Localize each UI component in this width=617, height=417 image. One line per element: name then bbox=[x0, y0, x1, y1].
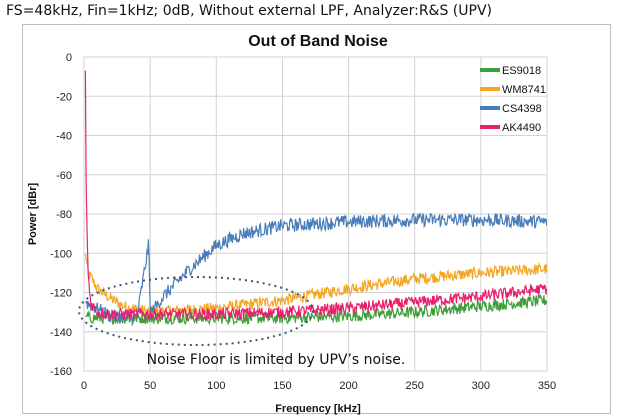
legend-label-wm8741: WM8741 bbox=[502, 84, 546, 96]
x-tick-label: 350 bbox=[538, 380, 556, 392]
legend-swatch-es9018 bbox=[480, 68, 500, 72]
y-tick-label: -60 bbox=[56, 170, 72, 182]
noise-floor-annotation: Noise Floor is limited by UPV’s noise. bbox=[147, 352, 406, 368]
y-tick-label: -120 bbox=[50, 288, 72, 300]
x-tick-label: 0 bbox=[81, 380, 87, 392]
y-tick-label: -80 bbox=[56, 209, 72, 221]
y-tick-labels: 0 -20 -40 -60 -80 -100 -120 -140 -160 bbox=[50, 52, 72, 378]
chart-title: Out of Band Noise bbox=[248, 33, 388, 50]
x-tick-labels: 0 50 100 150 200 250 300 350 bbox=[81, 380, 556, 392]
y-tick-label: -40 bbox=[56, 131, 72, 143]
x-tick-label: 300 bbox=[472, 380, 490, 392]
legend-label-es9018: ES9018 bbox=[502, 65, 541, 77]
x-tick-label: 50 bbox=[144, 380, 156, 392]
x-tick-label: 100 bbox=[207, 380, 225, 392]
chart-frame bbox=[22, 24, 611, 414]
y-tick-label: -20 bbox=[56, 91, 72, 103]
y-tick-label: 0 bbox=[66, 52, 72, 64]
y-tick-label: -140 bbox=[50, 327, 72, 339]
legend-label-ak4490: AK4490 bbox=[502, 122, 541, 134]
legend-label-cs4398: CS4398 bbox=[502, 103, 542, 115]
legend: ES9018 WM8741 CS4398 AK4490 bbox=[480, 65, 546, 134]
series-layer bbox=[84, 70, 547, 327]
series-line-cs4398 bbox=[85, 212, 547, 327]
gridlines bbox=[83, 56, 548, 372]
legend-swatch-cs4398 bbox=[480, 106, 500, 110]
legend-swatch-wm8741 bbox=[480, 87, 500, 91]
x-axis-label: Frequency [kHz] bbox=[275, 403, 361, 415]
x-tick-label: 250 bbox=[406, 380, 424, 392]
noise-floor-ellipse bbox=[78, 276, 314, 346]
series-line-ak4490 bbox=[84, 70, 547, 322]
x-tick-label: 150 bbox=[273, 380, 291, 392]
x-tick-label: 200 bbox=[339, 380, 357, 392]
y-tick-label: -160 bbox=[50, 366, 72, 378]
header-caption: FS=48kHz, Fin=1kHz; 0dB, Without externa… bbox=[6, 3, 492, 19]
y-axis-label: Power [dBr] bbox=[27, 182, 39, 245]
legend-swatch-ak4490 bbox=[480, 125, 500, 129]
y-tick-label: -100 bbox=[50, 248, 72, 260]
